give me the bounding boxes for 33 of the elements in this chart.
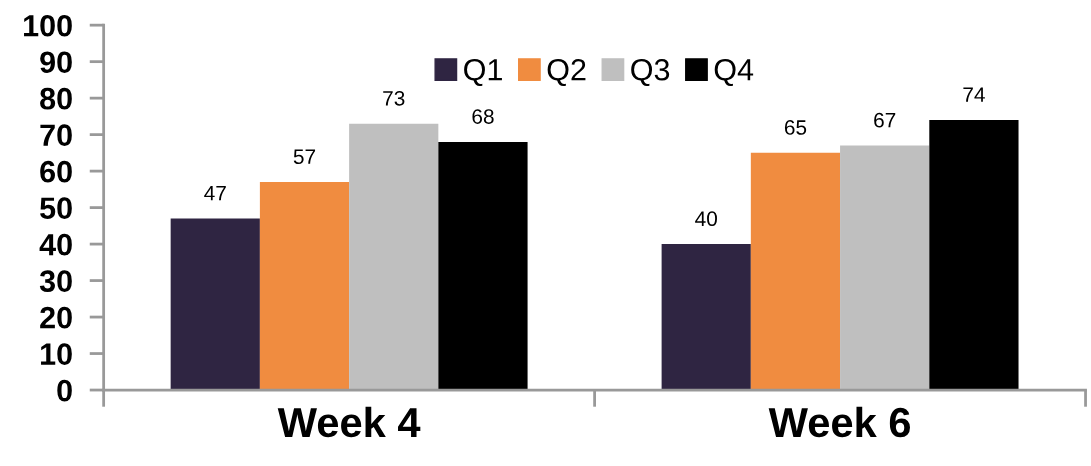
bar [438, 141, 528, 391]
y-tick-label: 100 [24, 14, 72, 37]
data-label: 40 [695, 211, 717, 227]
legend-label: Q2 [547, 58, 586, 87]
bar [661, 244, 751, 391]
bar [750, 152, 841, 391]
data-label: 73 [383, 90, 405, 106]
bar [929, 120, 1019, 391]
data-label: 65 [784, 120, 807, 135]
y-tick-label: 20 [40, 306, 72, 329]
data-label: 47 [204, 186, 226, 201]
legend-label: Q4 [714, 58, 754, 87]
data-label: 74 [963, 87, 985, 102]
y-tick-label: 70 [40, 124, 72, 146]
x-tick-label: Week 4 [277, 406, 421, 438]
data-label: 68 [472, 109, 494, 124]
y-tick-label: 80 [40, 87, 72, 110]
y-tick-label: 50 [40, 197, 72, 219]
legend-label: Q1 [464, 58, 502, 87]
bar [259, 182, 350, 391]
y-tick-label: 0 [57, 379, 72, 402]
y-tick-label: 30 [39, 270, 72, 292]
data-label: 67 [874, 112, 896, 128]
y-tick-label: 60 [40, 160, 72, 183]
data-label: 57 [293, 149, 316, 165]
y-tick-label: 40 [39, 233, 72, 256]
bar [840, 145, 930, 391]
bar [349, 123, 439, 391]
y-tick-label: 90 [40, 51, 72, 74]
bar [170, 218, 260, 391]
y-tick-label: 10 [41, 343, 72, 365]
legend-label: Q3 [631, 58, 670, 87]
x-tick-label: Week 6 [768, 406, 910, 438]
